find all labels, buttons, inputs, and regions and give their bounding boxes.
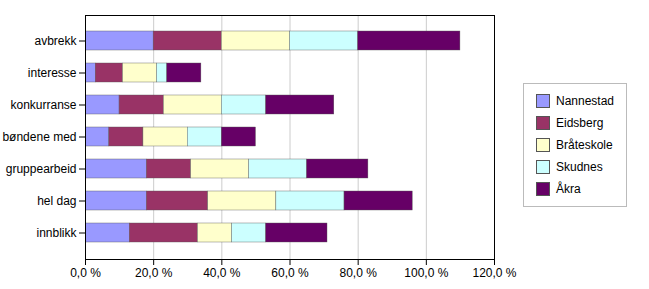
html-text:Skudnes: Skudnes (556, 159, 603, 174)
svg-text:avbrekk: avbrekk (34, 34, 77, 48)
svg-text:0,0 %: 0,0 % (70, 266, 101, 280)
svg-text:bøndene med: bøndene med (2, 130, 76, 144)
svg-text:konkurranse: konkurranse (10, 98, 76, 112)
svg-text:60,0 %: 60,0 % (271, 266, 309, 280)
svg-text:100,0 %: 100,0 % (404, 266, 448, 280)
svg-text:120,0 %: 120,0 % (472, 266, 516, 280)
svg-text:40,0 %: 40,0 % (203, 266, 241, 280)
svg-text:20,0 %: 20,0 % (135, 266, 173, 280)
html-text:Eidsberg: Eidsberg (556, 115, 604, 130)
html-text:Åkra: Åkra (556, 181, 581, 196)
html-text:Nannestad: Nannestad (556, 93, 614, 108)
html-text:Bråteskole: Bråteskole (556, 137, 613, 152)
svg-text:gruppearbeid: gruppearbeid (6, 162, 77, 176)
svg-text:innblikk: innblikk (36, 226, 77, 240)
svg-text:interesse: interesse (28, 66, 77, 80)
svg-text:80,0 %: 80,0 % (339, 266, 377, 280)
svg-text:hel dag: hel dag (37, 194, 76, 208)
